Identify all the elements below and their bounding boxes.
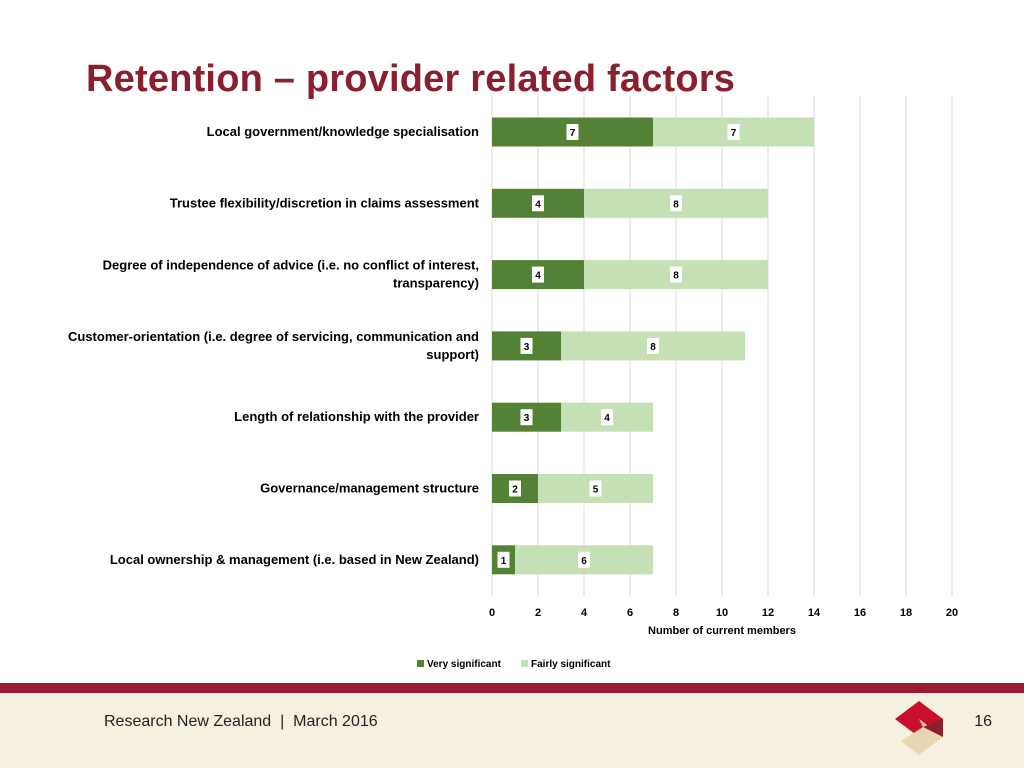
legend-label: Very significant bbox=[427, 659, 502, 670]
data-label-box bbox=[497, 551, 510, 568]
category-label: Governance/management structure bbox=[260, 481, 479, 496]
x-axis-title: Number of current members bbox=[648, 625, 796, 637]
x-tick-label: 18 bbox=[900, 607, 912, 619]
category-label: Local government/knowledge specialisatio… bbox=[207, 124, 479, 139]
footer: Research New Zealand | March 2016 16 bbox=[0, 693, 1024, 768]
data-label: 7 bbox=[731, 128, 737, 139]
data-label: 5 bbox=[593, 485, 599, 496]
category-label: Length of relationship with the provider bbox=[234, 409, 479, 424]
data-label: 4 bbox=[535, 271, 541, 282]
category-label: Trustee flexibility/discretion in claims… bbox=[170, 195, 480, 210]
data-label-box bbox=[520, 409, 533, 426]
legend-label: Fairly significant bbox=[531, 659, 611, 670]
data-label: 8 bbox=[673, 199, 679, 210]
slide-title: Retention – provider related factors bbox=[86, 58, 736, 100]
data-label-box bbox=[589, 480, 602, 497]
data-label-box bbox=[578, 551, 590, 568]
data-label: 3 bbox=[524, 413, 530, 424]
x-tick-label: 0 bbox=[489, 607, 495, 619]
footer-rule bbox=[0, 683, 1024, 693]
x-tick-label: 8 bbox=[673, 607, 679, 619]
x-tick-label: 10 bbox=[716, 607, 728, 619]
x-tick-label: 14 bbox=[808, 607, 821, 619]
category-label: Degree of independence of advice (i.e. n… bbox=[103, 258, 479, 273]
legend-swatch bbox=[521, 660, 528, 667]
category-label: Customer-orientation (i.e. degree of ser… bbox=[68, 329, 479, 344]
x-tick-label: 20 bbox=[946, 607, 958, 619]
data-labels: 7 7 4 8 4 8 3 8 3 4 2 5 1 6 bbox=[497, 124, 740, 568]
category-label: support) bbox=[426, 347, 479, 362]
data-label-box bbox=[727, 124, 740, 140]
legend: Very significant Fairly significant bbox=[417, 659, 611, 670]
legend-swatch bbox=[417, 660, 424, 667]
data-label-box bbox=[670, 266, 682, 283]
data-label-box bbox=[601, 409, 613, 426]
data-label-box bbox=[670, 195, 682, 212]
data-label-box bbox=[532, 195, 544, 212]
x-tick-label: 4 bbox=[581, 607, 588, 619]
x-tick-label: 16 bbox=[854, 607, 866, 619]
x-tick-label: 6 bbox=[627, 607, 633, 619]
category-label: transparency) bbox=[393, 276, 479, 291]
x-axis-ticks: 0 2 4 6 8 10 12 14 16 18 20 bbox=[489, 607, 958, 619]
data-label-box bbox=[532, 266, 544, 283]
data-label-box bbox=[509, 480, 521, 497]
category-labels: Local government/knowledge specialisatio… bbox=[68, 124, 480, 567]
data-label: 4 bbox=[604, 413, 610, 424]
x-tick-label: 2 bbox=[535, 607, 541, 619]
data-label: 8 bbox=[673, 271, 679, 282]
data-label-box bbox=[520, 337, 533, 354]
data-label: 4 bbox=[535, 199, 541, 210]
page-number: 16 bbox=[974, 713, 992, 730]
research-nz-logo-icon bbox=[895, 701, 943, 755]
x-tick-label: 12 bbox=[762, 607, 774, 619]
footer-text: Research New Zealand | March 2016 bbox=[104, 713, 378, 731]
data-label: 6 bbox=[581, 556, 587, 567]
data-label: 8 bbox=[650, 342, 656, 353]
data-label: 7 bbox=[570, 128, 576, 139]
data-label: 1 bbox=[501, 556, 507, 567]
footer-separator: | bbox=[280, 713, 285, 730]
bar-chart: 7 74 84 83 83 42 51 6 Local government/knowledg… bbox=[68, 96, 958, 670]
data-label-box bbox=[566, 124, 579, 140]
data-label-box bbox=[647, 337, 659, 354]
footer-org: Research New Zealand bbox=[104, 713, 272, 730]
data-label: 2 bbox=[512, 485, 518, 496]
category-label: Local ownership & management (i.e. based… bbox=[110, 552, 479, 567]
data-label: 3 bbox=[524, 342, 530, 353]
footer-date: March 2016 bbox=[293, 713, 378, 730]
